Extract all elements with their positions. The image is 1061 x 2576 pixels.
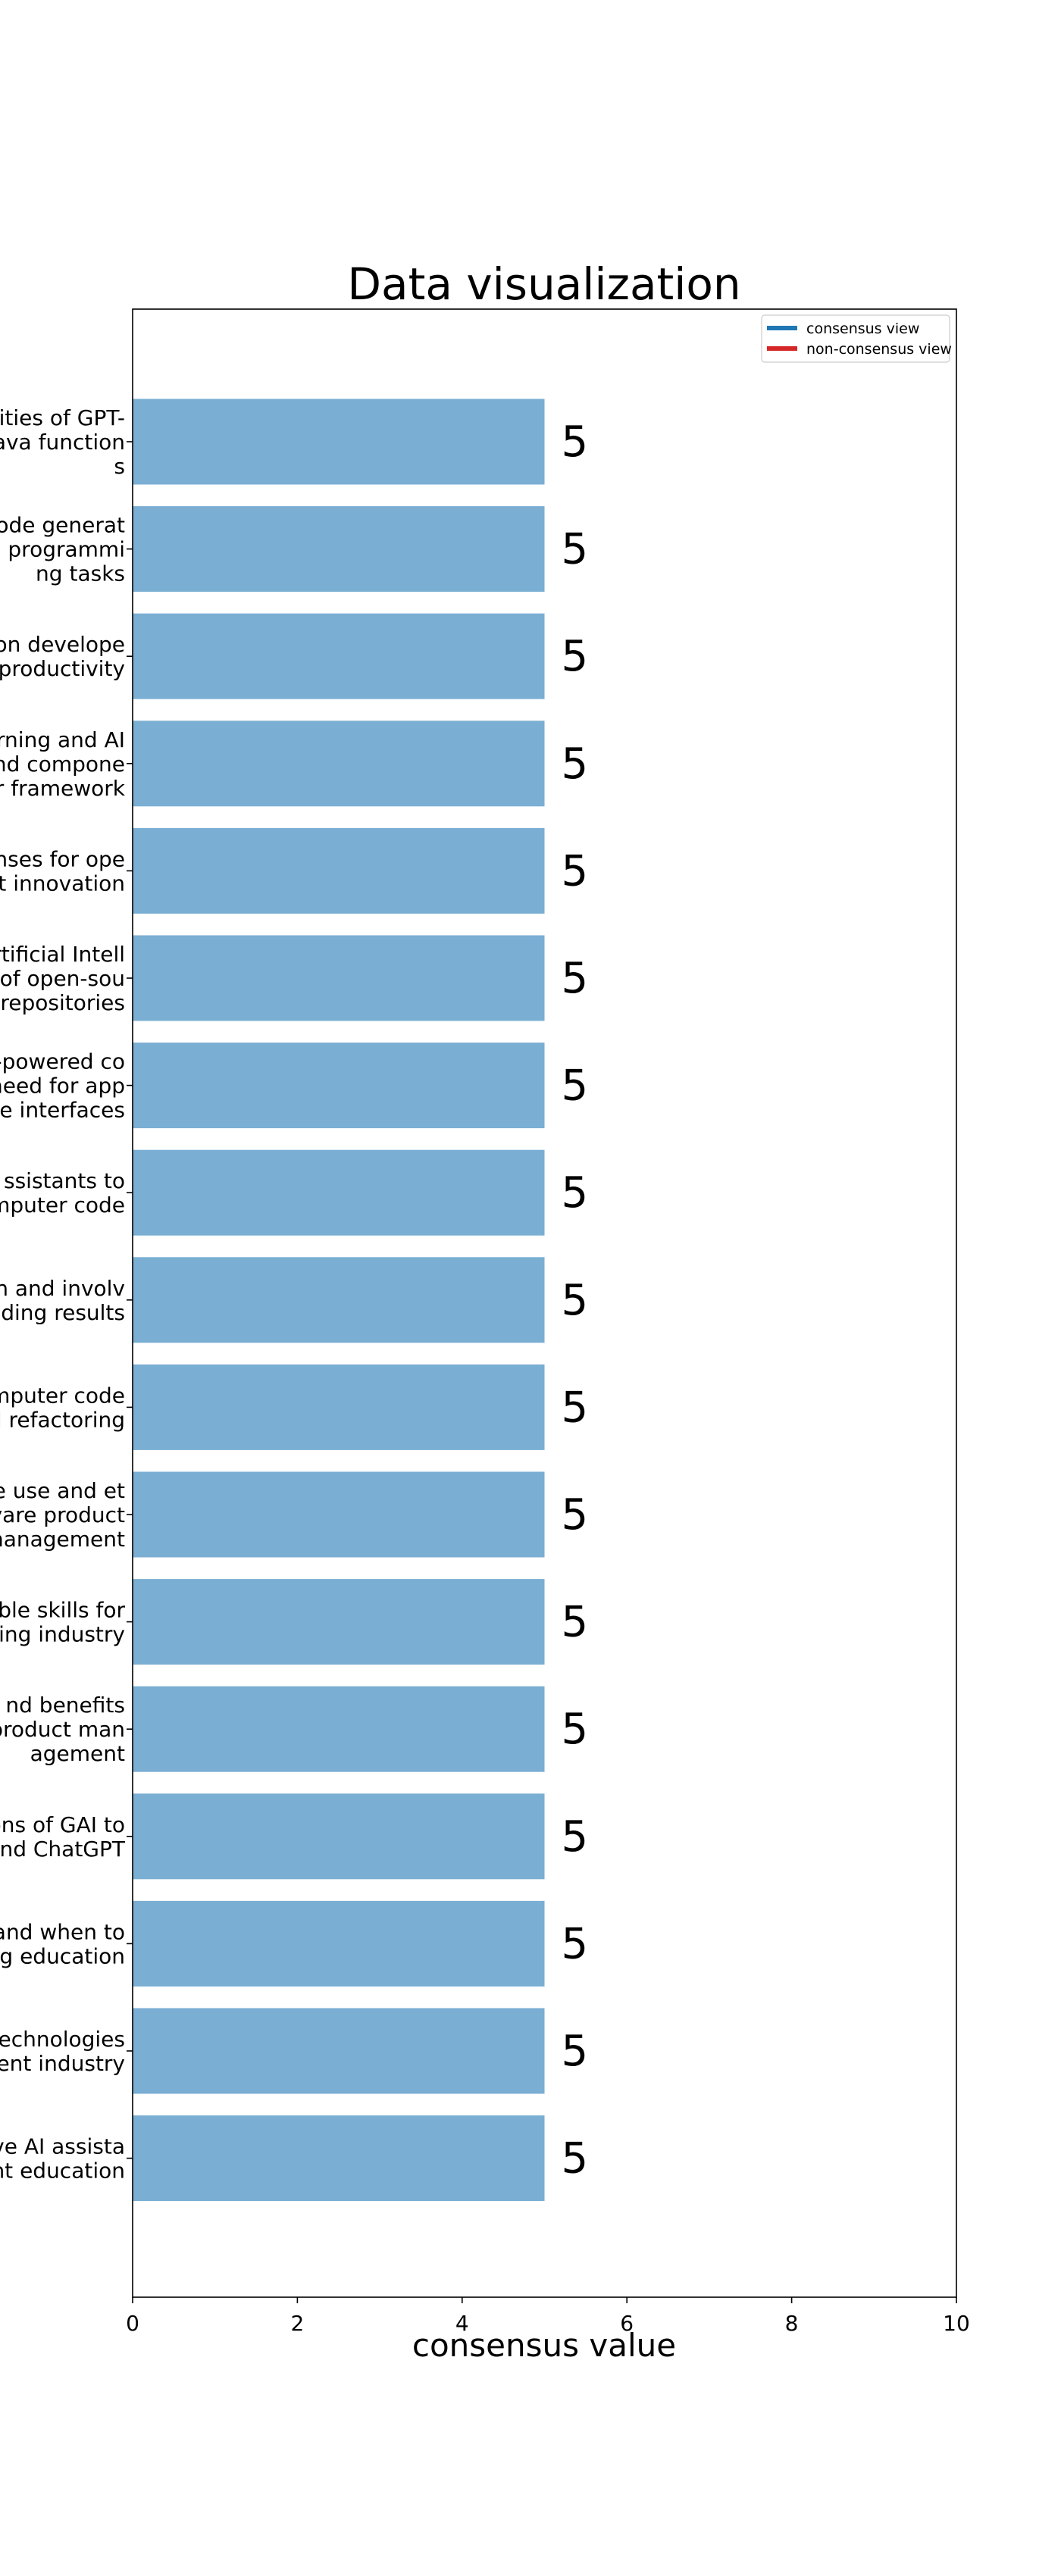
- value-label-8: 5: [562, 1276, 589, 1325]
- bars-group: [133, 399, 545, 2202]
- y-tick-label-6-2: e interfaces: [0, 1098, 125, 1123]
- y-tick-label-5-2: repositories: [0, 990, 125, 1015]
- bar-10: [133, 1471, 545, 1558]
- bar-4: [133, 827, 545, 914]
- x-tick-label-0: 0: [126, 2311, 139, 2336]
- value-label-12: 5: [562, 1705, 589, 1754]
- x-tick-label-1: 2: [290, 2311, 304, 2336]
- x-axis-label: consensus value: [412, 2327, 676, 2364]
- y-tick-label-12-2: agement: [30, 1741, 125, 1766]
- y-tick-label-10-1: vare product: [0, 1502, 125, 1527]
- y-tick-label-11-1: ing industry: [0, 1622, 125, 1647]
- y-tick-label-0-0: ities of GPT-: [0, 405, 125, 430]
- x-tick-label-2: 4: [455, 2311, 469, 2336]
- y-tick-label-6-1: need for app: [0, 1074, 125, 1099]
- y-tick-label-3-2: r framework: [0, 776, 126, 801]
- y-tick-label-3-1: nd compone: [0, 752, 125, 777]
- y-tick-label-1-2: ng tasks: [36, 561, 125, 586]
- legend: consensus view non-consensus view: [761, 314, 952, 363]
- y-tick-label-4-0: nses for ope: [0, 846, 125, 871]
- y-tick-label-16-0: ve AI assista: [0, 2134, 125, 2159]
- value-labels-group: 5 5 5 5 5 5 5 5 5 5 5 5 5 5 5 5 5: [562, 417, 589, 2184]
- y-tick-label-15-1: ent industry: [0, 2051, 125, 2076]
- chart-title: Data visualization: [347, 258, 740, 310]
- y-tick-label-8-1: ding results: [1, 1300, 125, 1325]
- bar-8: [133, 1257, 545, 1343]
- y-tick-label-1-0: ode generat: [0, 513, 125, 538]
- bar-13: [133, 1793, 545, 1880]
- y-tick-label-12-1: product man: [0, 1717, 125, 1742]
- bar-9: [133, 1364, 545, 1450]
- bar-3: [133, 721, 545, 807]
- value-label-6: 5: [562, 1061, 589, 1111]
- y-tick-label-8-0: n and involv: [0, 1276, 125, 1301]
- bar-14: [133, 1900, 545, 1987]
- bar-5: [133, 935, 545, 1021]
- value-label-11: 5: [562, 1598, 589, 1647]
- bar-16: [133, 2115, 545, 2202]
- y-tick-label-0-1: ava function: [0, 430, 125, 455]
- bar-7: [133, 1149, 545, 1236]
- y-tick-label-0-2: s: [114, 454, 125, 479]
- value-label-14: 5: [562, 1919, 589, 1968]
- y-tick-label-5-0: rtificial Intell: [0, 942, 125, 967]
- bar-2: [133, 613, 545, 699]
- legend-box: [761, 314, 950, 363]
- legend-label-consensus: consensus view: [806, 320, 919, 337]
- x-tick-label-3: 6: [620, 2311, 634, 2336]
- y-tick-label-13-0: ons of GAI to: [0, 1812, 125, 1837]
- plot-frame: [132, 308, 957, 2298]
- y-tick-label-14-1: g education: [0, 1943, 125, 1968]
- bar-0: [133, 399, 545, 485]
- y-tick-label-13-1: nd ChatGPT: [0, 1837, 126, 1862]
- y-tick-label-9-1: l refactoring: [0, 1407, 125, 1432]
- value-label-2: 5: [562, 632, 589, 681]
- y-tick-label-16-1: nt education: [0, 2159, 125, 2184]
- value-label-3: 5: [562, 739, 589, 789]
- y-tick-label-12-0: nd benefits: [5, 1693, 125, 1718]
- value-label-15: 5: [562, 2027, 589, 2076]
- y-tick-label-1-1: n programmi: [0, 537, 125, 562]
- value-label-10: 5: [562, 1490, 589, 1540]
- y-tick-label-6-0: -powered co: [0, 1049, 125, 1074]
- value-label-16: 5: [562, 2134, 589, 2184]
- legend-label-non-consensus: non-consensus view: [806, 341, 952, 358]
- y-tick-label-15-0: echnologies: [0, 2027, 125, 2052]
- y-tick-label-14-0: and when to: [0, 1919, 125, 1944]
- y-tick-label-11-0: ble skills for: [0, 1598, 125, 1623]
- y-tick-label-10-2: nanagement: [0, 1527, 125, 1552]
- x-tick-label-4: 8: [785, 2311, 799, 2336]
- value-label-0: 5: [562, 417, 589, 467]
- bar-12: [133, 1686, 545, 1772]
- value-label-5: 5: [562, 954, 589, 1003]
- y-tick-label-7-0: ssistants to: [4, 1168, 125, 1193]
- bar-6: [133, 1043, 545, 1129]
- value-label-1: 5: [562, 525, 589, 574]
- y-tick-label-4-1: t innovation: [0, 871, 125, 896]
- value-label-13: 5: [562, 1812, 589, 1862]
- bar-1: [133, 506, 545, 592]
- y-tick-label-5-1: of open-sou: [0, 966, 125, 991]
- y-tick-label-2-1: productivity: [0, 656, 125, 681]
- y-tick-label-9-0: mputer code: [0, 1383, 125, 1408]
- x-tick-label-5: 10: [943, 2311, 970, 2336]
- x-axis-group: 0 2 4 6 8 10: [126, 2297, 970, 2336]
- value-label-4: 5: [562, 846, 589, 896]
- value-label-9: 5: [562, 1383, 589, 1432]
- value-label-7: 5: [562, 1168, 589, 1218]
- y-tick-label-7-1: mputer code: [0, 1193, 125, 1218]
- bar-15: [133, 2008, 545, 2094]
- y-tick-label-2-0: on develope: [0, 632, 125, 657]
- y-tick-label-3-0: rning and AI: [0, 727, 125, 752]
- bar-11: [133, 1579, 545, 1665]
- y-tick-label-10-0: e use and et: [0, 1478, 125, 1503]
